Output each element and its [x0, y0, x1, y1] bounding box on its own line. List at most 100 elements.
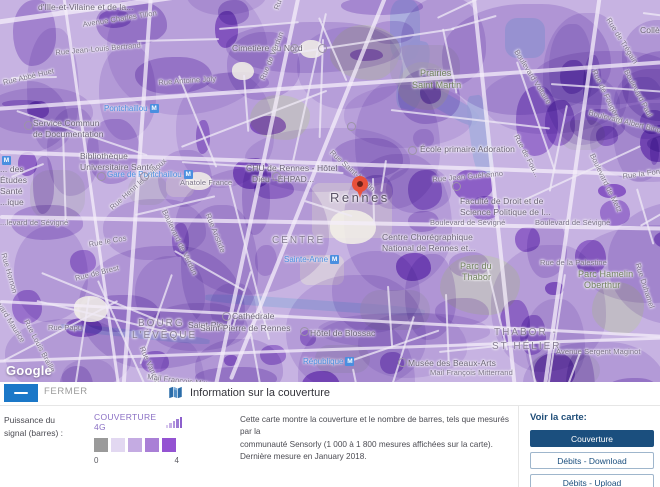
panel-vertical-divider: [518, 406, 519, 487]
map-label: Boulevard de Sévigné: [430, 218, 506, 227]
map-label: ... des: [0, 164, 24, 174]
metro-station[interactable]: Sainte-Anne M: [284, 255, 340, 264]
map-label: Cathédrale: [232, 311, 275, 321]
map-label: THABOR -: [494, 327, 558, 338]
poi-marker[interactable]: [452, 182, 461, 191]
legend-scale-min: 0: [94, 456, 99, 465]
metro-station-label: Pontchaillou: [104, 104, 148, 113]
poi-marker[interactable]: [140, 172, 149, 181]
built-area: [530, 355, 600, 382]
info-panel: FERMER Information sur la couverture Pui…: [0, 382, 660, 487]
poi-marker[interactable]: [290, 44, 299, 53]
coverage-description-line-1: communauté Sensorly (1 000 à 1 800 mesur…: [240, 439, 493, 449]
panel-top-bar: FERMER Information sur la couverture: [0, 382, 660, 404]
poi-marker[interactable]: [272, 172, 281, 181]
map-label: Prairies: [420, 68, 452, 78]
info-header-title: Information sur la couverture: [190, 386, 331, 399]
google-logo: Google: [6, 363, 52, 378]
map-label: National de Rennes et...: [382, 243, 476, 253]
view-map-button-d-bits-upload[interactable]: Débits - Upload: [530, 474, 654, 487]
city-label: Rennes: [330, 190, 390, 205]
map-label: Études: [0, 175, 28, 185]
map-label: Faculté de Droit et de: [460, 196, 544, 206]
view-map-button-group: Couverture Débits - Download Débits - Uplo…: [530, 430, 656, 487]
legend-swatches: [94, 438, 182, 452]
map-label: Centre Chorégraphique: [382, 232, 473, 242]
coverage-description: Cette carte montre la couverture et le n…: [240, 414, 512, 464]
signal-strength-label-line2: signal (barres) :: [4, 428, 64, 438]
legend-swatch-3: [145, 438, 159, 452]
map-label: Universitaire Santé...: [80, 162, 162, 172]
legend-swatch-0: [94, 438, 108, 452]
metro-icon: M: [149, 104, 159, 113]
legend-scale-max: 4: [174, 456, 179, 465]
map-label: Rue Papu: [48, 323, 83, 332]
legend-title: COUVERTURE 4G: [94, 412, 157, 432]
poi-marker[interactable]: [398, 358, 407, 367]
map-label: Santé: [0, 186, 23, 196]
coverage-legend: COUVERTURE 4G 0 4: [94, 412, 182, 465]
map-label: Avenue Sergent Maginot: [556, 347, 641, 356]
map-label: d'Ille-et-Vilaine et de la...: [38, 2, 134, 12]
poi-marker[interactable]: [347, 122, 356, 131]
metro-station[interactable]: Gare de Pontchaillou M: [107, 170, 193, 179]
coverage-description-line-0: Cette carte montre la couverture et le n…: [240, 415, 509, 437]
map-label: Boulevard de Sévigné: [535, 218, 611, 227]
metro-station-label: Sainte-Anne: [284, 255, 329, 264]
poi-marker[interactable]: [222, 312, 231, 321]
map-label: Cimetière du Nord: [232, 43, 303, 53]
map-label: ...ique: [0, 197, 24, 207]
map-canvas[interactable]: d'Ille-et-Vilaine et de la... Avenue Char…: [0, 0, 660, 382]
map-label: L'ÉVÊQUE: [132, 330, 198, 341]
view-map-block: Voir la carte: Couverture Débits - Downlo…: [530, 412, 656, 487]
map-label: École primaire Adoration: [420, 144, 516, 154]
built-area: [30, 170, 85, 220]
metro-icon: M: [183, 170, 193, 179]
legend-scale: 0 4: [94, 456, 179, 465]
legend-title-row: COUVERTURE 4G: [94, 412, 182, 432]
poi-marker[interactable]: [300, 327, 309, 336]
map-label: BOURG: [138, 318, 185, 329]
close-panel-label[interactable]: FERMER: [44, 386, 88, 397]
view-map-button-couverture[interactable]: Couverture: [530, 430, 654, 447]
poi-marker[interactable]: [408, 146, 417, 155]
map-label: Science Politique de l...: [460, 207, 551, 217]
map-label: de Documentation: [33, 129, 104, 139]
map-label: Service Commun: [33, 118, 100, 128]
legend-swatch-4: [162, 438, 176, 452]
metro-icon: M: [330, 255, 340, 264]
map-pin-marker[interactable]: [352, 176, 368, 199]
metro-icon: M: [2, 156, 11, 165]
map-label: ST HÉLIER: [492, 341, 562, 352]
map-label: Dieu - EHPAD...: [252, 174, 315, 184]
coverage-description-line-2: Dernière mesure en January 2018.: [240, 452, 367, 462]
map-label: Saint-Pierre de Rennes: [200, 323, 291, 333]
signal-strength-label-line1: Puissance du: [4, 415, 56, 425]
map-label: CENTRE: [272, 235, 326, 246]
map-label: Mail François Mitterrand: [430, 368, 513, 377]
map-label: Rue de la Palestine: [540, 258, 607, 267]
legend-swatch-1: [111, 438, 125, 452]
metro-station[interactable]: République M: [303, 357, 355, 366]
metro-station-label: République: [303, 357, 344, 366]
metro-station[interactable]: Pontchaillou M: [104, 104, 159, 113]
view-map-button-d-bits-download[interactable]: Débits - Download: [530, 452, 654, 469]
close-panel-button[interactable]: [4, 384, 38, 402]
folded-map-icon: [168, 385, 183, 400]
poi-marker[interactable]: [24, 121, 33, 130]
map-label: ...levard de Sévigné: [0, 218, 69, 227]
pin-center-dot: [357, 181, 363, 187]
poi-marker[interactable]: [97, 172, 106, 181]
map-label: CHU de Rennes - Hôtel: [246, 163, 338, 173]
info-header: Information sur la couverture: [168, 385, 330, 400]
map-label: Musée des Beaux-Arts: [408, 358, 496, 368]
map-label: Oberthur: [584, 280, 621, 290]
metro-icon: M: [345, 357, 355, 366]
poi-marker[interactable]: [318, 44, 327, 53]
view-map-heading: Voir la carte:: [530, 412, 587, 423]
map-label: Saint Martin: [412, 80, 462, 90]
panel-divider: [0, 405, 660, 406]
map-label: Hôtel de Blossac: [310, 328, 376, 338]
pin-tail: [355, 185, 365, 198]
metro-station[interactable]: M: [2, 156, 11, 165]
